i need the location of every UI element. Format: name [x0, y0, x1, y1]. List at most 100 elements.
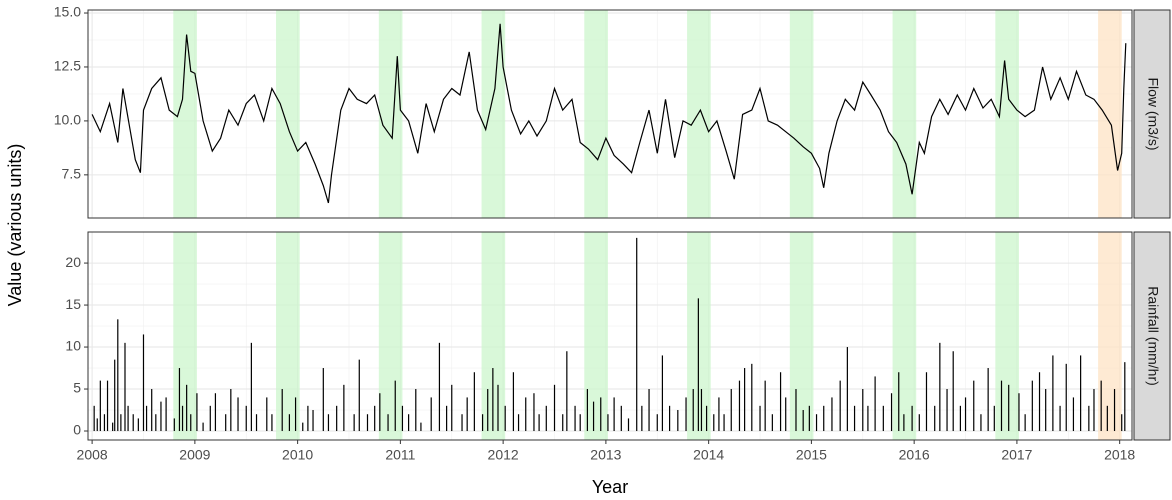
rain-bar — [1100, 380, 1102, 432]
rain-bar — [387, 414, 389, 432]
rain-bar — [132, 414, 134, 432]
rain-bar — [867, 405, 869, 432]
rain-bar — [1113, 389, 1116, 432]
x-tick-label: 2009 — [179, 447, 210, 463]
rain-bar — [255, 414, 258, 432]
x-axis-label: Year — [592, 477, 628, 497]
rain-bar — [730, 389, 732, 432]
highlight-band — [481, 232, 506, 440]
rain-bar — [934, 405, 936, 432]
highlight-band — [789, 10, 814, 218]
rain-bar — [266, 397, 268, 432]
rain-bar — [250, 342, 252, 432]
highlight-band — [276, 10, 300, 218]
highlight-band — [584, 232, 608, 440]
rain-bar — [451, 384, 453, 432]
rain-bar — [751, 363, 753, 432]
rain-bar — [327, 414, 330, 432]
rain-bar — [627, 418, 630, 432]
rain-bar — [438, 342, 441, 432]
rain-bar — [137, 418, 139, 432]
rain-bar — [196, 393, 198, 432]
rain-bar — [178, 368, 181, 432]
rain-bar — [1038, 372, 1041, 432]
highlight-band — [481, 10, 506, 218]
rain-bar — [127, 405, 129, 432]
y-tick-label: 7.5 — [62, 166, 82, 182]
rain-bar — [1080, 355, 1082, 432]
rain-bar — [1065, 363, 1067, 432]
rain-bar — [636, 237, 638, 432]
rain-bar — [336, 405, 338, 432]
rain-bar — [366, 414, 369, 432]
x-tick-label: 2014 — [693, 447, 724, 463]
rain-bar — [538, 414, 540, 432]
rain-bar — [898, 372, 900, 432]
rain-bar — [312, 410, 314, 432]
y-tick-label: 0 — [73, 422, 81, 438]
highlight-band — [995, 232, 1019, 440]
highlight-band — [687, 10, 711, 218]
rain-bar — [353, 414, 355, 432]
rain-bar — [1045, 389, 1047, 432]
rain-bar — [1124, 362, 1126, 432]
rain-bar — [114, 359, 116, 432]
rain-bar — [322, 368, 324, 432]
rain-bar — [545, 405, 547, 432]
rain-bar — [890, 393, 893, 432]
y-tick-label: 15 — [65, 296, 81, 312]
flow-line — [91, 23, 1127, 204]
rain-bar — [202, 422, 204, 432]
rain-bar — [394, 380, 396, 432]
x-tick-label: 2010 — [282, 447, 313, 463]
rain-bar — [237, 397, 239, 432]
rain-bar — [771, 414, 773, 432]
rain-bar — [795, 389, 797, 432]
rain-bar — [281, 389, 283, 432]
rain-bar — [117, 319, 119, 432]
rain-bar — [952, 351, 954, 432]
rain-bar — [124, 342, 126, 432]
y-tick-label: 15.0 — [54, 4, 81, 20]
rain-bar — [151, 389, 153, 432]
rain-bar — [466, 397, 468, 432]
rain-bar — [307, 405, 309, 432]
rain-bar — [574, 405, 576, 432]
rain-bar — [918, 414, 920, 432]
highlight-band — [584, 10, 608, 218]
rain-bar — [1106, 405, 1108, 432]
x-tick-label: 2016 — [899, 447, 930, 463]
rain-bar — [1008, 384, 1010, 432]
rain-bar — [846, 347, 848, 432]
rain-bar — [586, 389, 588, 432]
rain-bar — [911, 405, 913, 432]
rain-bar — [209, 405, 211, 432]
rain-bar — [173, 418, 175, 432]
rain-bar — [1072, 397, 1075, 432]
rain-bar — [925, 372, 928, 432]
rain-bar — [862, 389, 864, 432]
rain-bar — [512, 372, 515, 432]
rain-bar — [145, 405, 148, 432]
rain-bar — [106, 380, 109, 432]
x-tick-label: 2012 — [488, 447, 519, 463]
rain-bar — [1018, 393, 1020, 432]
rain-bar — [1088, 405, 1090, 432]
strip-label: Flow (m3/s) — [1145, 77, 1161, 150]
strip — [1133, 9, 1171, 219]
rain-bar — [504, 405, 506, 432]
rain-bar — [882, 405, 884, 432]
y-tick-label: 10 — [65, 338, 81, 354]
y-tick-label: 10.0 — [54, 112, 81, 128]
rain-bar — [600, 397, 602, 432]
rain-bar — [779, 372, 782, 432]
rain-bar — [1052, 355, 1054, 432]
rain-bar — [607, 414, 609, 432]
rain-bar — [415, 389, 417, 432]
rain-bar — [823, 405, 825, 432]
y-axis-label: Value (various units) — [5, 144, 25, 307]
rain-bar — [517, 414, 520, 432]
panel-background — [88, 10, 1132, 218]
rain-bar — [648, 389, 650, 432]
rain-bar — [744, 368, 746, 432]
